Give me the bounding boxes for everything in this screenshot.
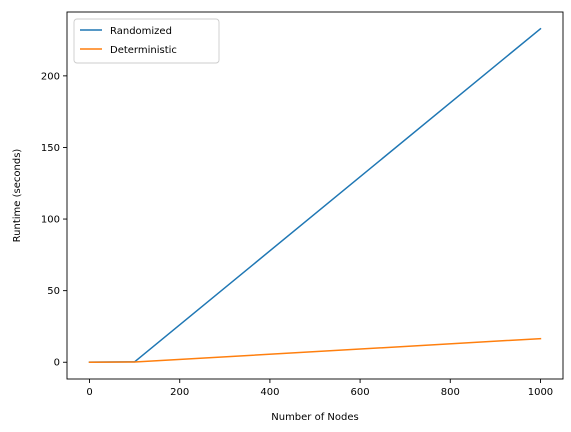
legend-box (73, 18, 220, 64)
series-line-deterministic (88, 337, 542, 363)
legend: Randomized Deterministic (73, 18, 220, 64)
y-tick-label: 100 (41, 215, 60, 226)
x-tick-label: 600 (351, 387, 370, 398)
y-axis-ticks: 0 50 100 150 200 (41, 71, 67, 369)
x-tick-label: 0 (86, 387, 92, 398)
legend-label: Randomized (110, 26, 172, 37)
series-layer (88, 27, 542, 363)
plot-frame (66, 11, 564, 380)
y-tick-label: 0 (54, 358, 60, 369)
x-tick-label: 200 (170, 387, 189, 398)
y-tick-label: 150 (41, 143, 60, 154)
y-axis-label: Runtime (seconds) (12, 149, 23, 243)
x-tick-label: 1000 (528, 387, 553, 398)
x-axis-label: Number of Nodes (271, 412, 358, 423)
y-tick-label: 200 (41, 71, 60, 82)
y-tick-label: 50 (47, 286, 60, 297)
x-axis-ticks: 0 200 400 600 800 1000 (86, 379, 553, 398)
plot-area (67, 12, 563, 379)
x-tick-label: 400 (260, 387, 279, 398)
x-tick-label: 800 (441, 387, 460, 398)
legend-label: Deterministic (110, 45, 177, 56)
